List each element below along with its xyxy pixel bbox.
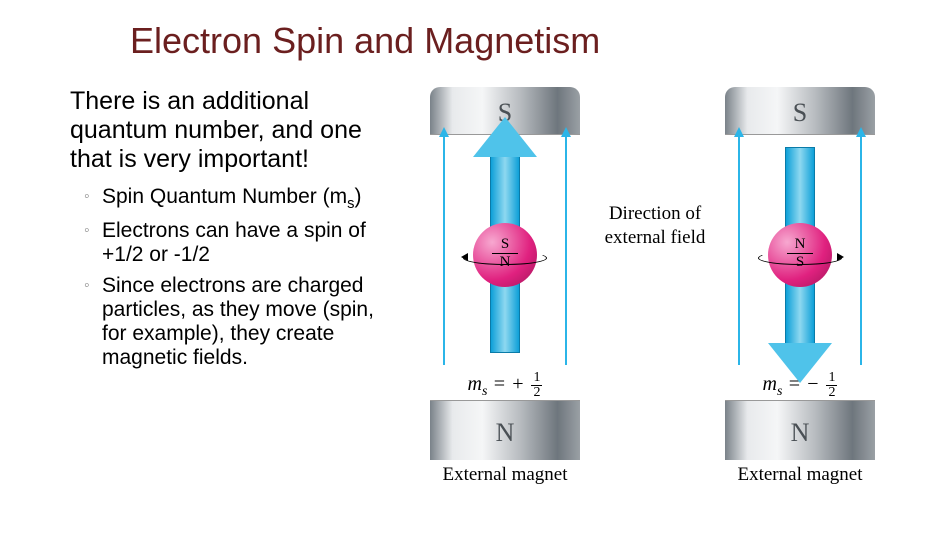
magnet-caption: External magnet — [415, 464, 595, 486]
field-arrow-icon — [738, 135, 740, 365]
field-region: S N — [415, 135, 595, 365]
bullet-item: Electrons can have a spin of +1/2 or -1/… — [88, 219, 380, 267]
text-column: There is an additional quantum number, a… — [70, 87, 380, 517]
field-arrow-icon — [443, 135, 445, 365]
electron-pole-top: S — [501, 236, 509, 252]
bullet-item: Spin Quantum Number (ms) — [88, 185, 380, 213]
intro-text: There is an additional quantum number, a… — [70, 87, 380, 173]
electron-pole-top: N — [795, 236, 806, 252]
bullet-item: Since electrons are charged particles, a… — [88, 274, 380, 371]
magnet-set-right: S N S — [710, 87, 890, 486]
pole-bottom: N — [430, 400, 580, 460]
diagram-area: Direction of external field S S N — [400, 87, 910, 517]
spin-ring-icon — [463, 251, 547, 265]
field-region: N S — [710, 135, 890, 365]
magnet-caption: External magnet — [710, 464, 890, 486]
field-arrow-icon — [565, 135, 567, 365]
pole-bottom: N — [725, 400, 875, 460]
ms-label: ms = + 12 — [415, 371, 595, 400]
pole-top: S — [725, 87, 875, 135]
slide: Electron Spin and Magnetism There is an … — [0, 0, 950, 551]
direction-label: Direction of external field — [600, 202, 710, 250]
spin-ring-icon — [758, 251, 842, 265]
slide-title: Electron Spin and Magnetism — [130, 20, 910, 62]
bullet-list: Spin Quantum Number (ms) Electrons can h… — [70, 185, 380, 370]
content-row: There is an additional quantum number, a… — [70, 87, 910, 517]
field-arrow-icon — [860, 135, 862, 365]
magnet-set-left: S S N — [415, 87, 595, 486]
